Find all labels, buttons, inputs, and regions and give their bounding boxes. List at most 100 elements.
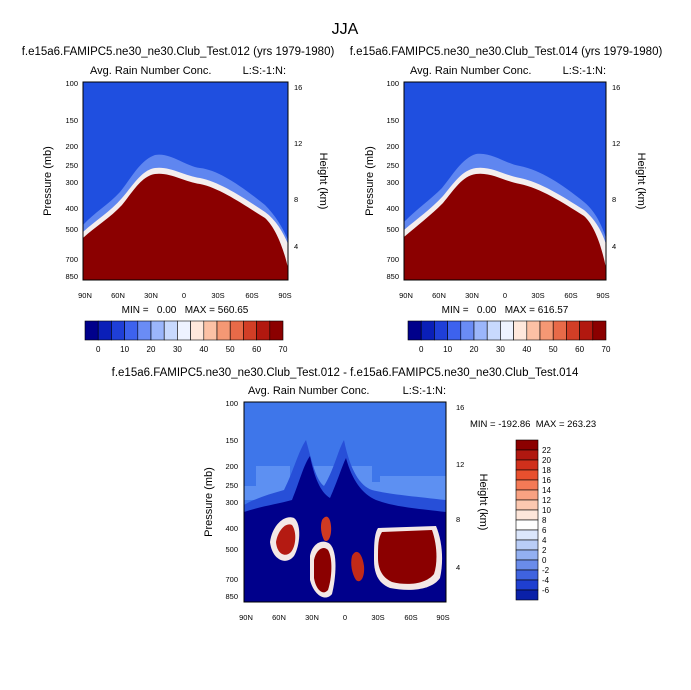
panel-c-xaxis: 90N 60N 30N 0 30S 60S 90S	[239, 613, 450, 622]
panel-a-frame	[82, 81, 289, 281]
colorbar-label: 2	[542, 546, 547, 555]
panel-a-ylabel: Pressure (mb)	[42, 146, 54, 216]
colorbar-swatch	[592, 320, 607, 341]
colorbar-swatch	[137, 320, 152, 341]
colorbar-swatch	[486, 320, 501, 341]
colorbar-label: 12	[542, 496, 551, 505]
panel-a-rain-core	[83, 173, 288, 280]
colorbar-label: 22	[542, 446, 551, 455]
panel-a-yaxis: 100 150 200 250 300 400 500 700 850 Pres…	[42, 79, 78, 281]
panel-b-rain-core	[404, 173, 606, 280]
colorbar-label: 16	[542, 476, 551, 485]
colorbar-label: 18	[542, 466, 551, 475]
panel-b-xtick: 30S	[531, 291, 544, 300]
panel-a-ytick-right: 4	[294, 242, 298, 251]
colorbar-label: 40	[199, 345, 208, 354]
colorbar-label: -6	[542, 586, 550, 595]
colorbar-label: 50	[226, 345, 235, 354]
colorbar-swatch	[163, 320, 178, 341]
panel-b-xtick: 60N	[432, 291, 446, 300]
colorbar-swatch	[150, 320, 165, 341]
panel-b-stats: MIN = 0.00 MAX = 616.57	[442, 305, 569, 316]
panel-a-title: f.e15a6.FAMIPC5.ne30_ne30.Club_Test.012 …	[22, 46, 335, 58]
colorbar-label: 20	[542, 456, 551, 465]
panel-a-xaxis: 90N 60N 30N 0 30S 60S 90S	[78, 291, 292, 300]
panel-c-ytick-right: 8	[456, 515, 460, 524]
colorbar-label: 10	[120, 345, 129, 354]
colorbar-swatch	[515, 529, 539, 541]
panel-b-ytick: 700	[386, 255, 399, 264]
panel-b-ytick-right: 4	[612, 242, 616, 251]
colorbar-swatch	[515, 479, 539, 491]
panel-a-xtick: 60S	[245, 291, 258, 300]
colorbar-swatch	[203, 320, 218, 341]
panel-a-ytick: 300	[65, 178, 78, 187]
panel-c-yaxis-right: 16 12 8 4 Height (km)	[456, 403, 489, 572]
panel-b-xaxis: 90N 60N 30N 0 30S 60S 90S	[399, 291, 610, 300]
colorbar-swatch	[539, 320, 554, 341]
colorbar-label: 0	[96, 345, 101, 354]
panel-a-ytick: 400	[65, 204, 78, 213]
panel-b-xtick: 60S	[564, 291, 577, 300]
colorbar-swatch	[566, 320, 580, 341]
colorbar-swatch	[177, 320, 191, 341]
colorbar-swatch	[229, 320, 244, 341]
season-title: JJA	[332, 21, 359, 38]
colorbar-swatch	[473, 320, 488, 341]
panel-b-subtitle-left: Avg. Rain Number Conc.	[410, 65, 531, 77]
colorbar-swatch	[216, 320, 231, 341]
panel-a-stats: MIN = 0.00 MAX = 560.65	[122, 305, 249, 316]
colorbar-label: 0	[542, 556, 547, 565]
panel-a-ytick-right: 12	[294, 139, 302, 148]
panel-c-ytick-right: 12	[456, 460, 464, 469]
panel-b-ylabel-right: Height (km)	[635, 153, 647, 210]
colorbar-swatch	[515, 589, 539, 601]
colorbar-label: -2	[542, 566, 550, 575]
panel-b-ytick: 850	[386, 272, 399, 281]
panel-a-xtick: 0	[182, 291, 186, 300]
panel-a-ytick: 700	[65, 255, 78, 264]
panel-a-field	[83, 82, 288, 280]
panel-a-ytick: 500	[65, 225, 78, 234]
colorbar-label: 60	[252, 345, 261, 354]
panel-c: f.e15a6.FAMIPC5.ne30_ne30.Club_Test.012 …	[112, 367, 597, 622]
colorbar-label: -4	[542, 576, 550, 585]
panel-c-field	[244, 402, 446, 602]
panel-a-xtick: 90N	[78, 291, 92, 300]
panel-a-ytick-right: 8	[294, 195, 298, 204]
colorbar-swatch	[515, 489, 539, 501]
colorbar-label: 10	[443, 345, 452, 354]
panel-c-stats: MIN = -192.86 MAX = 263.23	[470, 419, 596, 430]
panel-a-ytick-right: 16	[294, 83, 302, 92]
colorbar-swatch	[526, 320, 541, 341]
colorbar-swatch	[97, 320, 112, 341]
panel-b-ytick: 500	[386, 225, 399, 234]
colorbar-swatch	[515, 519, 539, 531]
panel-c-xtick: 0	[343, 613, 347, 622]
colorbar-label: 8	[542, 516, 547, 525]
colorbar-label: 0	[419, 345, 424, 354]
colorbar-label: 10	[542, 506, 551, 515]
panel-b-ytick: 300	[386, 178, 399, 187]
panel-b-yaxis: 100 150 200 250 300 400 500 700 850 Pres…	[364, 79, 399, 281]
colorbar-label: 70	[279, 345, 288, 354]
colorbar-swatch	[579, 320, 594, 341]
panel-c-subtitle-right: L:S:-1:N:	[403, 385, 446, 397]
panel-a: f.e15a6.FAMIPC5.ne30_ne30.Club_Test.012 …	[22, 46, 335, 354]
colorbar-swatch	[111, 320, 125, 341]
panel-c-xtick: 90N	[239, 613, 253, 622]
panel-c-xtick: 90S	[436, 613, 449, 622]
panel-a-ytick: 100	[65, 79, 78, 88]
panel-b-ytick-right: 16	[612, 83, 620, 92]
colorbar-swatch	[190, 320, 205, 341]
panel-c-xtick: 60N	[272, 613, 286, 622]
panel-c-ytick: 250	[225, 481, 238, 490]
colorbar-swatch	[420, 320, 435, 341]
panel-b-ytick: 250	[386, 161, 399, 170]
panel-c-red-blob-mid	[314, 548, 332, 593]
colorbar-swatch	[515, 499, 539, 511]
panel-b-frame	[403, 81, 607, 281]
panel-c-ytick: 300	[225, 498, 238, 507]
